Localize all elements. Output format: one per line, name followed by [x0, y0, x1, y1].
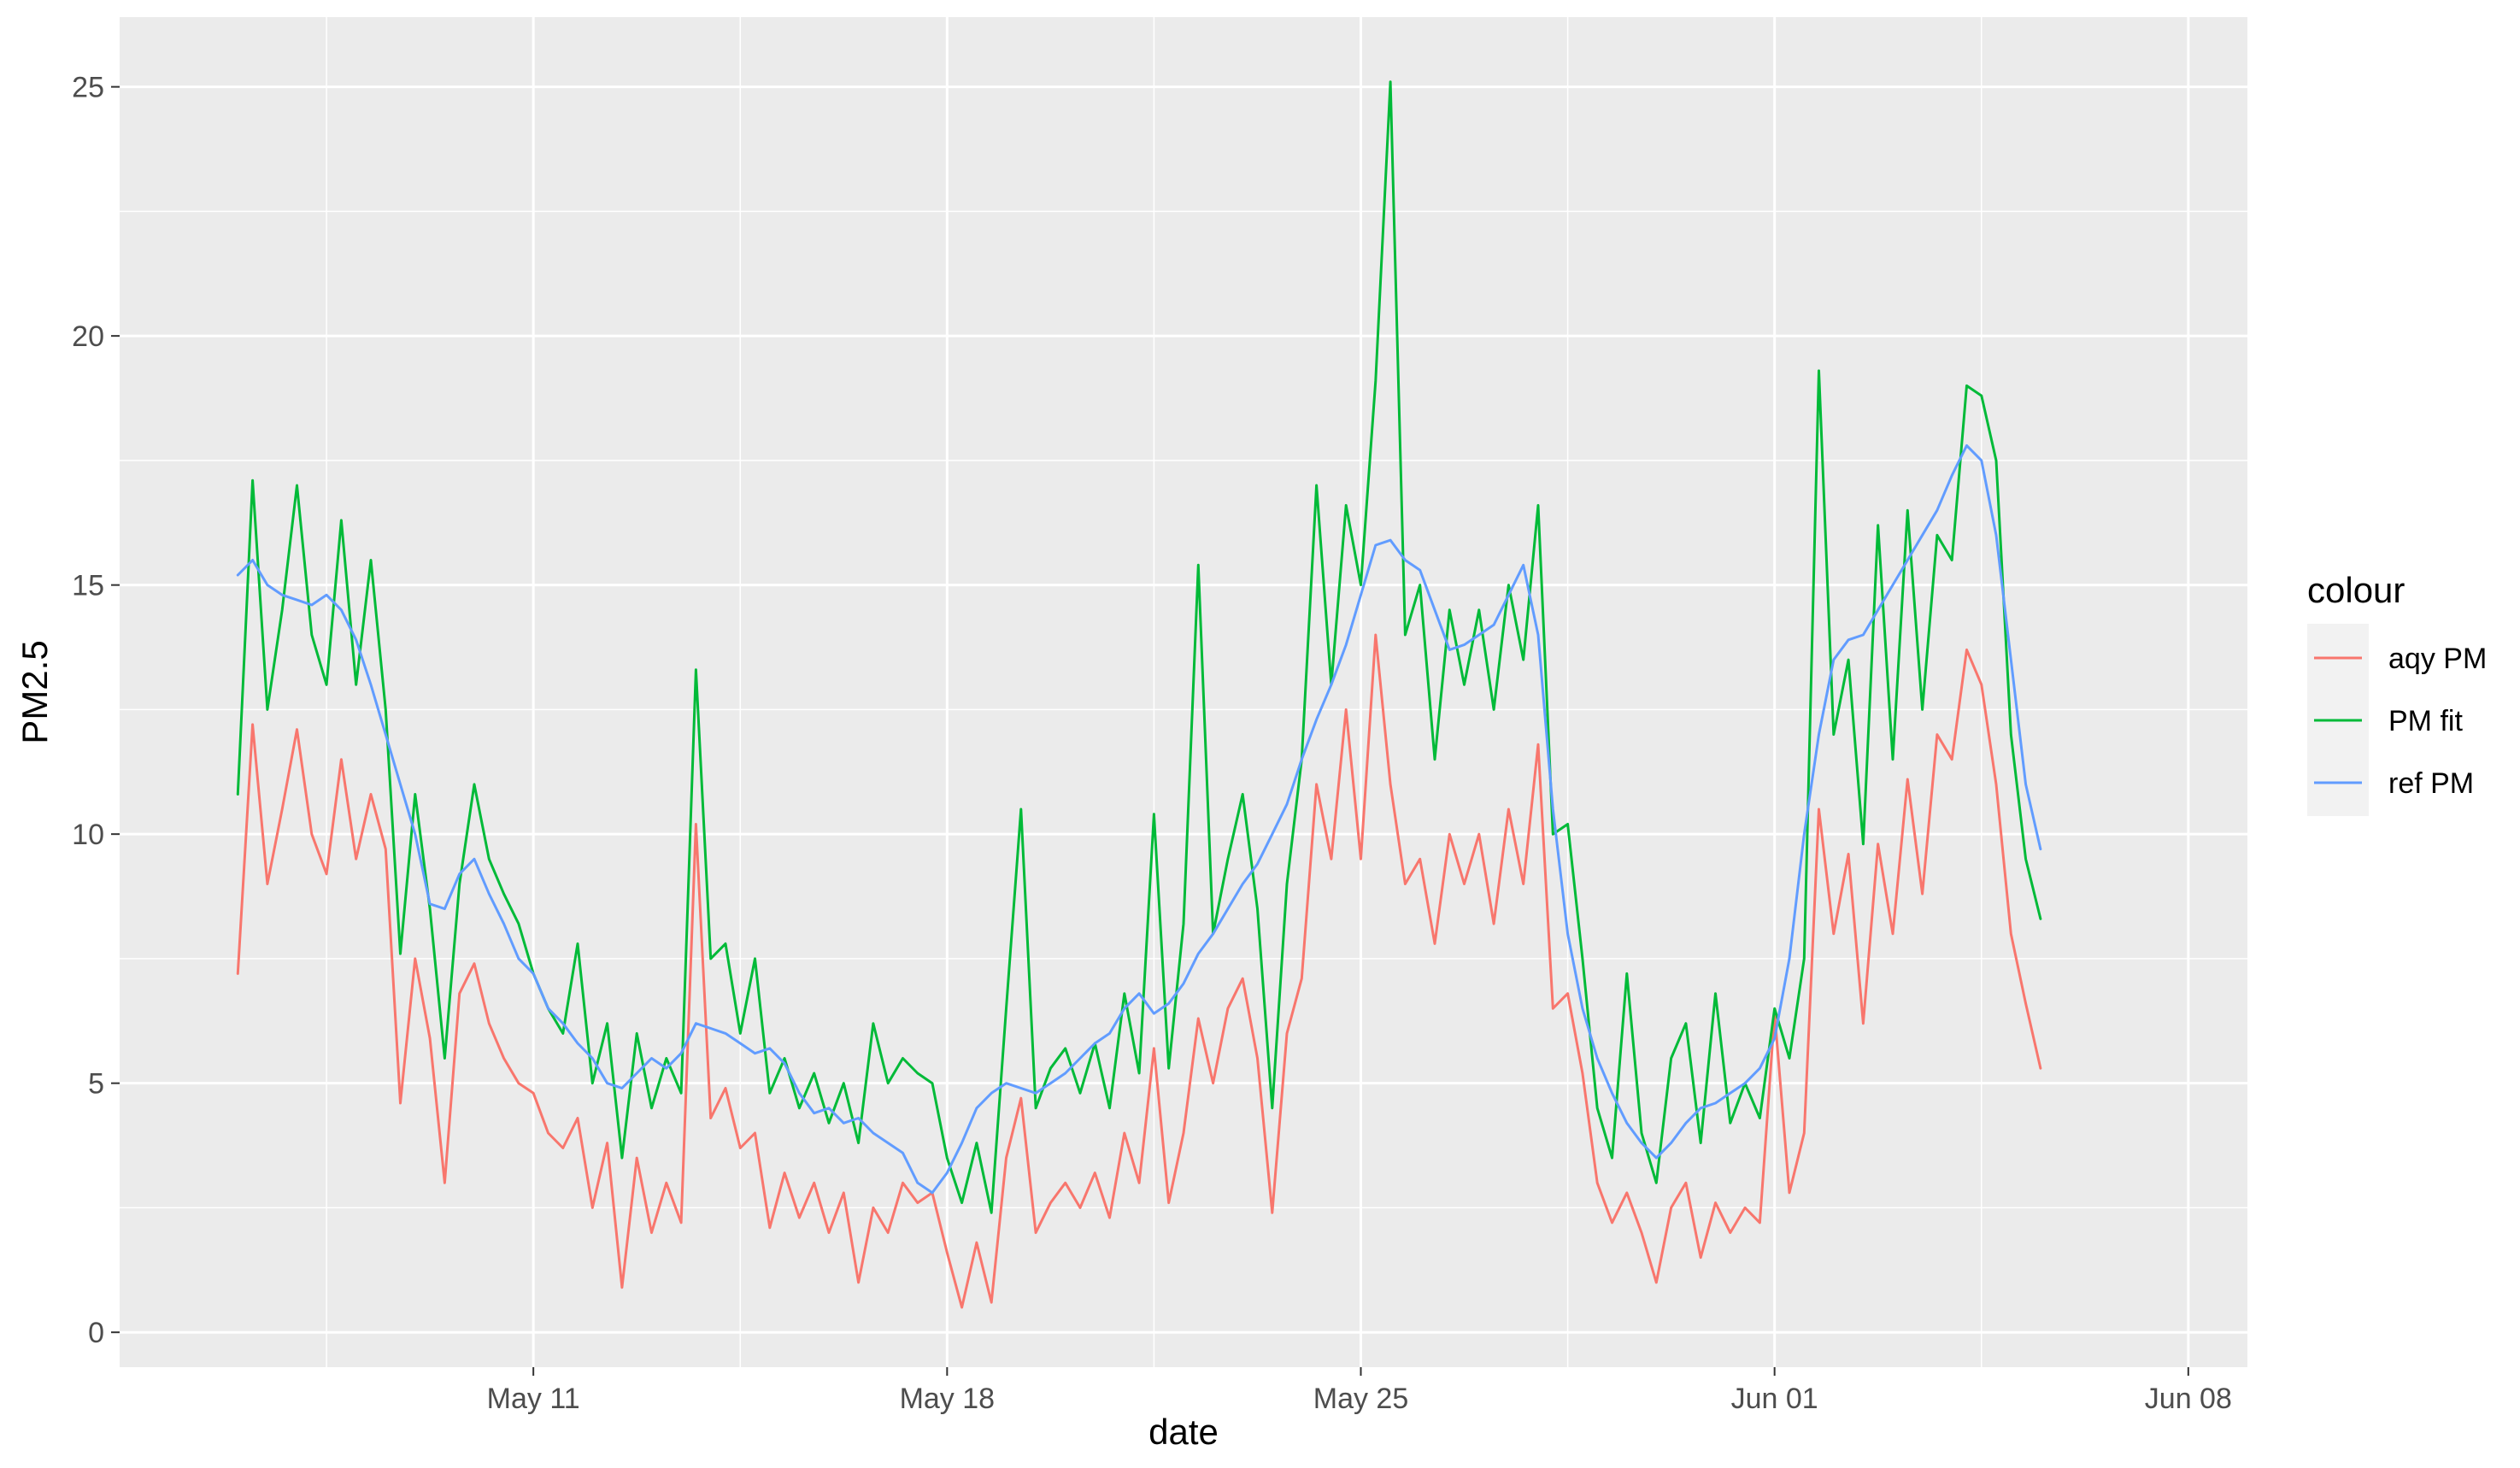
major-gridlines [120, 17, 2247, 1367]
y-tick-label: 15 [72, 570, 104, 602]
legend-keys: aqy PM PM fit ref PM [2307, 624, 2487, 816]
x-tick-label: May 25 [1313, 1383, 1409, 1415]
legend: colour aqy PM PM fit ref PM [2307, 570, 2487, 816]
y-tick-label: 0 [88, 1317, 104, 1349]
x-tick-label: May 18 [900, 1383, 996, 1415]
plot-panel [120, 17, 2247, 1367]
y-tick-label: 25 [72, 72, 104, 104]
x-tick-label: Jun 01 [1731, 1383, 1818, 1415]
legend-label-aqy-pm: aqy PM [2388, 643, 2487, 675]
y-tick-label: 10 [72, 819, 104, 851]
x-axis: May 11 May 18 May 25 Jun 01 Jun 08 [487, 1367, 2232, 1415]
x-axis-title: date [1148, 1412, 1219, 1452]
x-tick-label: Jun 08 [2145, 1383, 2232, 1415]
y-tick-label: 5 [88, 1068, 104, 1101]
series-line-ref-pm [236, 443, 2042, 1195]
series-line-aqy-pm [236, 633, 2042, 1309]
legend-label-pm-fit: PM fit [2388, 705, 2463, 737]
legend-label-ref-pm: ref PM [2388, 767, 2474, 800]
y-axis: 0 5 10 15 20 25 [72, 72, 120, 1349]
y-tick-label: 20 [72, 320, 104, 353]
series-layer [236, 80, 2042, 1309]
x-tick-label: May 11 [487, 1383, 580, 1415]
legend-title: colour [2307, 570, 2405, 610]
y-axis-title: PM2.5 [15, 640, 55, 743]
